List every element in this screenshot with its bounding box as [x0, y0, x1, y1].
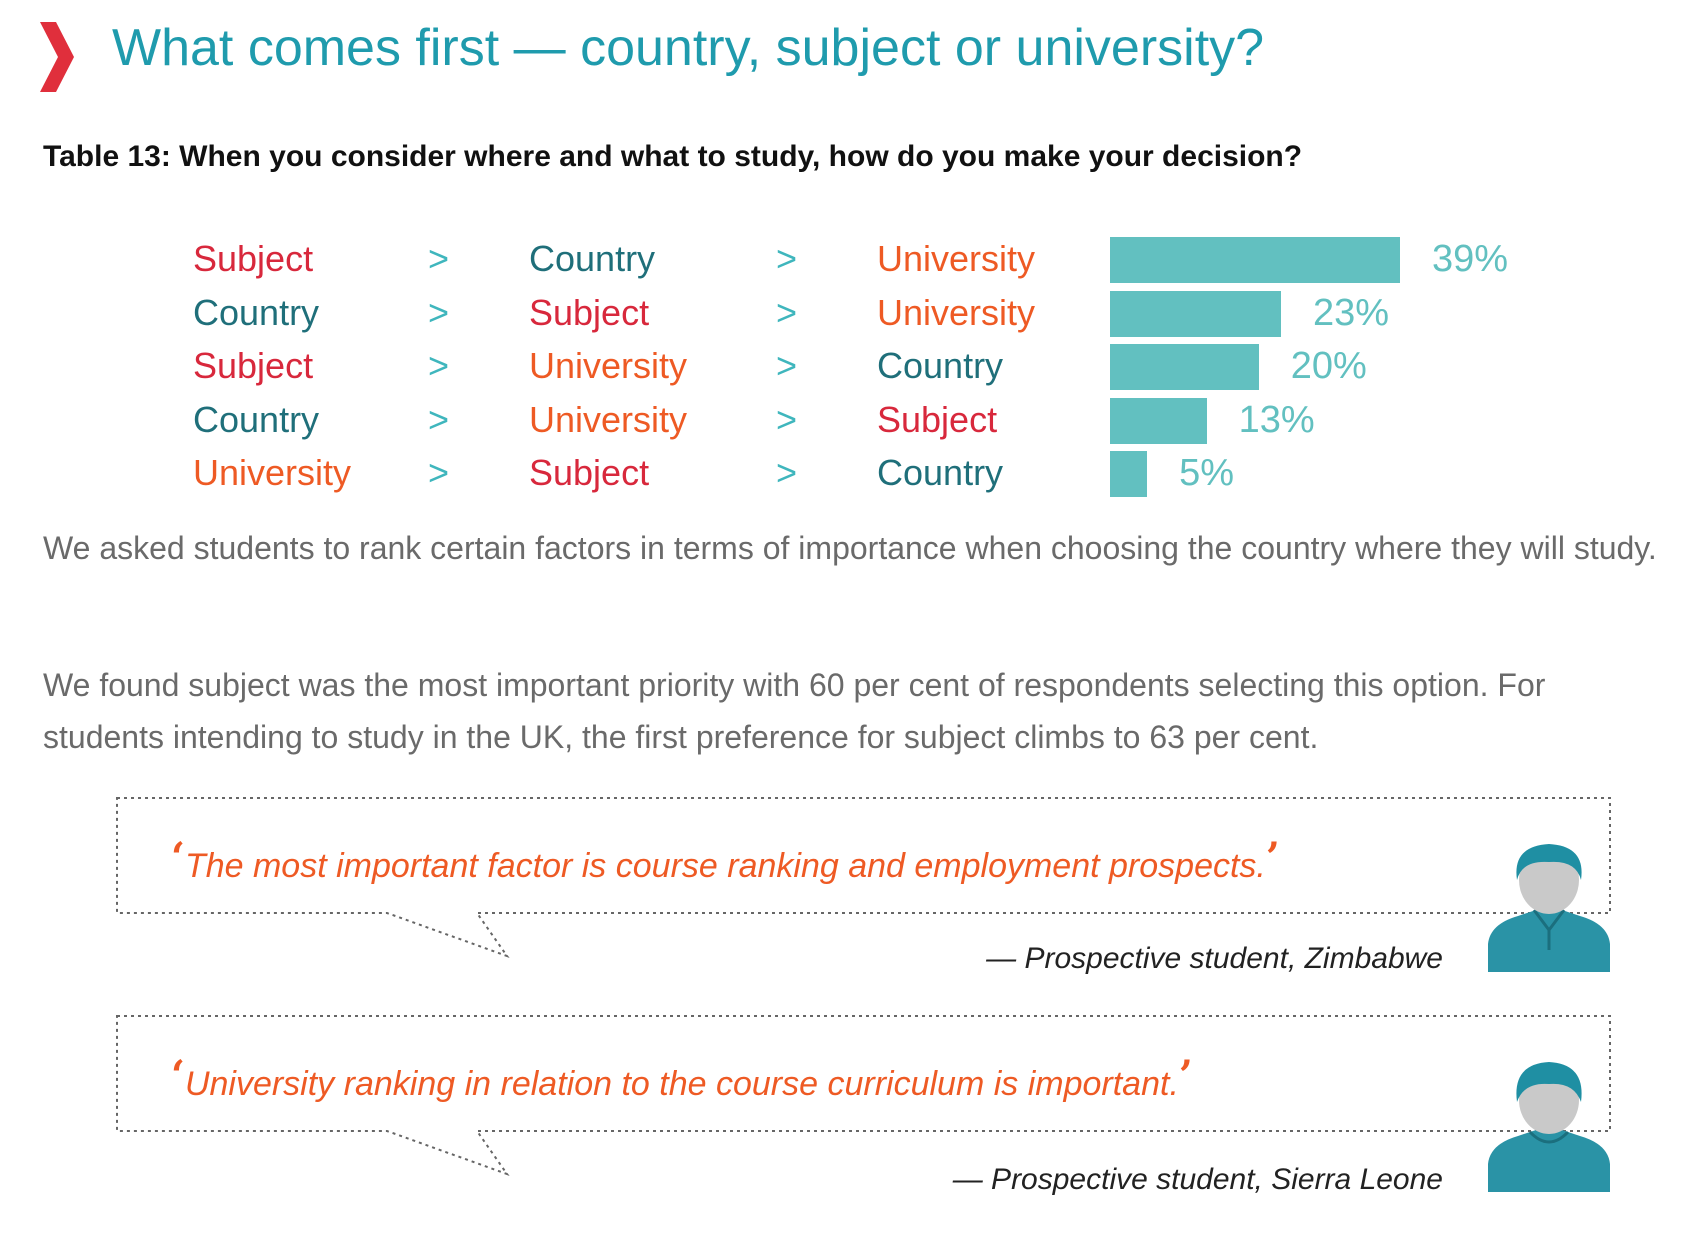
quote-text: ‘The most important factor is course ran…: [171, 834, 1280, 886]
factor-subject: Subject: [877, 398, 998, 440]
greater-than-separator: >: [428, 238, 450, 279]
factor-country: Country: [877, 345, 1004, 386]
factor-country: Country: [193, 398, 320, 440]
open-quote-mark: ‘: [171, 834, 185, 881]
bar-value-label: 5%: [1179, 452, 1235, 494]
factor-university: University: [193, 452, 352, 493]
ranking-row: University > Subject > Country 5%: [0, 447, 1686, 499]
chart-bar: [1110, 237, 1400, 283]
factor-country: Country: [877, 452, 1004, 493]
quote-bubble: ‘University ranking in relation to the c…: [116, 1015, 1611, 1176]
greater-than-separator: >: [428, 398, 450, 440]
factor-country: Country: [193, 291, 320, 333]
greater-than-separator: >: [776, 291, 798, 333]
chevron-right-icon: [40, 22, 74, 92]
factor-subject: Subject: [193, 345, 314, 386]
factor-subject: Subject: [193, 238, 314, 279]
bar-value-label: 23%: [1313, 291, 1390, 334]
quote-body: The most important factor is course rank…: [184, 847, 1266, 885]
ranking-row: Country > Subject > University 23%: [0, 287, 1686, 339]
greater-than-separator: >: [776, 238, 798, 279]
close-quote-mark: ’: [1178, 1052, 1193, 1099]
bar-value-label: 13%: [1238, 398, 1315, 441]
bar-value-label: 20%: [1290, 345, 1367, 387]
greater-than-separator: >: [776, 452, 798, 493]
factor-university: University: [877, 238, 1036, 279]
greater-than-separator: >: [776, 345, 798, 386]
factor-country: Country: [529, 238, 656, 279]
speech-bubble-outline: [116, 797, 1611, 958]
body-paragraph: We found subject was the most important …: [43, 667, 1546, 755]
student-avatar-icon: [1488, 844, 1610, 972]
quote-body: University ranking in relation to the co…: [184, 1065, 1179, 1103]
greater-than-separator: >: [428, 291, 450, 333]
factor-university: University: [529, 345, 688, 386]
factor-university: University: [877, 291, 1036, 333]
quote-text: ‘University ranking in relation to the c…: [171, 1052, 1193, 1104]
speech-bubble-outline: [116, 1015, 1611, 1176]
bar-value-label: 39%: [1432, 238, 1509, 280]
close-quote-mark: ’: [1265, 834, 1280, 881]
chart-bar: [1110, 290, 1282, 337]
student-avatar-icon: [1488, 1062, 1610, 1192]
table-title: Table 13: When you consider where and wh…: [43, 140, 1303, 173]
chart-bar: [1110, 397, 1207, 444]
greater-than-separator: >: [428, 452, 450, 493]
quote-attribution: — Prospective student, Sierra Leone: [952, 1163, 1443, 1196]
ranking-row: Country > University > Subject 13%: [0, 394, 1686, 446]
body-paragraph: We asked students to rank certain factor…: [43, 530, 1657, 566]
factor-university: University: [529, 398, 688, 440]
ranking-row: Subject > Country > University 39%: [0, 233, 1686, 285]
greater-than-separator: >: [428, 345, 450, 386]
open-quote-mark: ‘: [171, 1052, 185, 1099]
ranking-row: Subject > University > Country 20%: [0, 340, 1686, 392]
chart-bar: [1110, 344, 1259, 390]
chart-bar: [1110, 451, 1148, 497]
page-heading: What comes first — country, subject or u…: [112, 19, 1265, 77]
factor-subject: Subject: [529, 291, 650, 333]
quote-bubble: ‘The most important factor is course ran…: [116, 797, 1611, 958]
quote-attribution: — Prospective student, Zimbabwe: [986, 942, 1443, 975]
greater-than-separator: >: [776, 398, 798, 440]
factor-subject: Subject: [529, 452, 650, 493]
